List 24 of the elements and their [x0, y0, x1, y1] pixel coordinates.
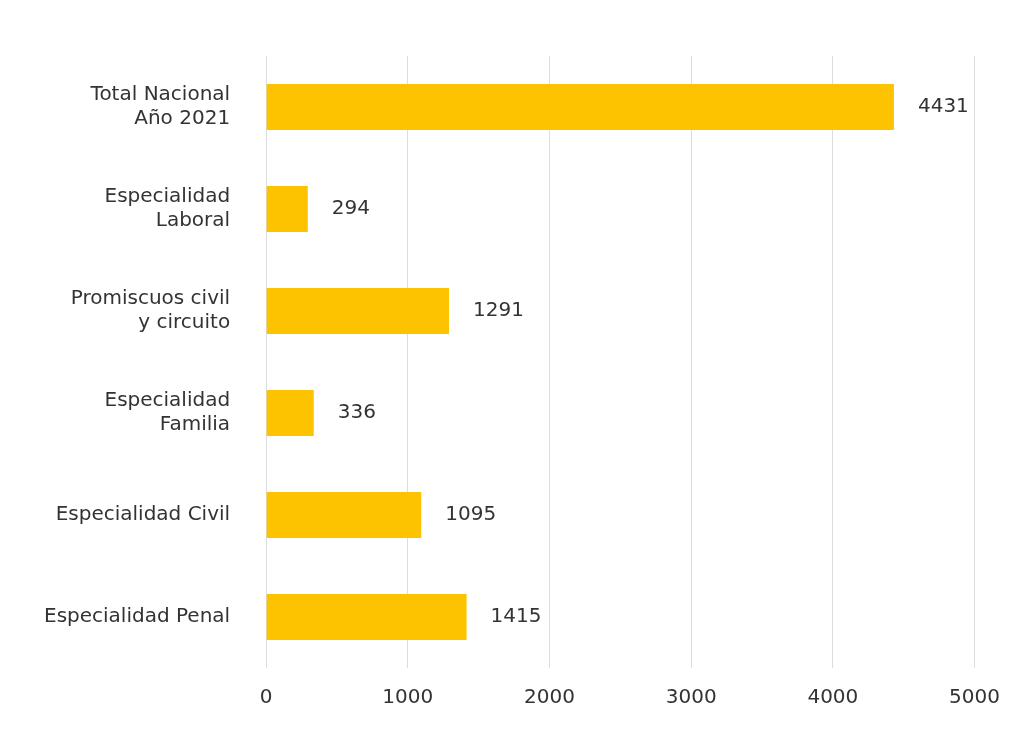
data-label: 294: [331, 195, 370, 220]
y-tick-label: Total Nacional Año 2021: [89, 81, 231, 130]
y-tick-label: Promiscuos civil y circuito: [70, 285, 231, 334]
x-tick-label: 3000: [665, 684, 717, 709]
data-label: 1415: [490, 603, 542, 628]
data-label: 4431: [917, 93, 969, 118]
x-tick-label: 1000: [382, 684, 434, 709]
bar: [266, 288, 450, 334]
bar: [266, 186, 308, 232]
y-tick-label: Especialidad Familia: [104, 387, 231, 436]
bar: [266, 84, 894, 130]
bar: [266, 492, 422, 538]
data-label: 336: [337, 399, 376, 424]
y-tick-label: Especialidad Civil: [55, 501, 231, 526]
bar: [266, 594, 467, 640]
x-tick-label: 4000: [807, 684, 859, 709]
x-tick-label: 2000: [524, 684, 575, 709]
x-tick-label: 5000: [949, 684, 1000, 709]
data-label: 1291: [473, 297, 524, 322]
x-tick-label: 0: [259, 684, 273, 709]
bar: [266, 390, 314, 436]
y-tick-label: Especialidad Laboral: [104, 183, 231, 232]
data-label: 1095: [445, 501, 497, 526]
y-tick-label: Especialidad Penal: [44, 603, 231, 628]
